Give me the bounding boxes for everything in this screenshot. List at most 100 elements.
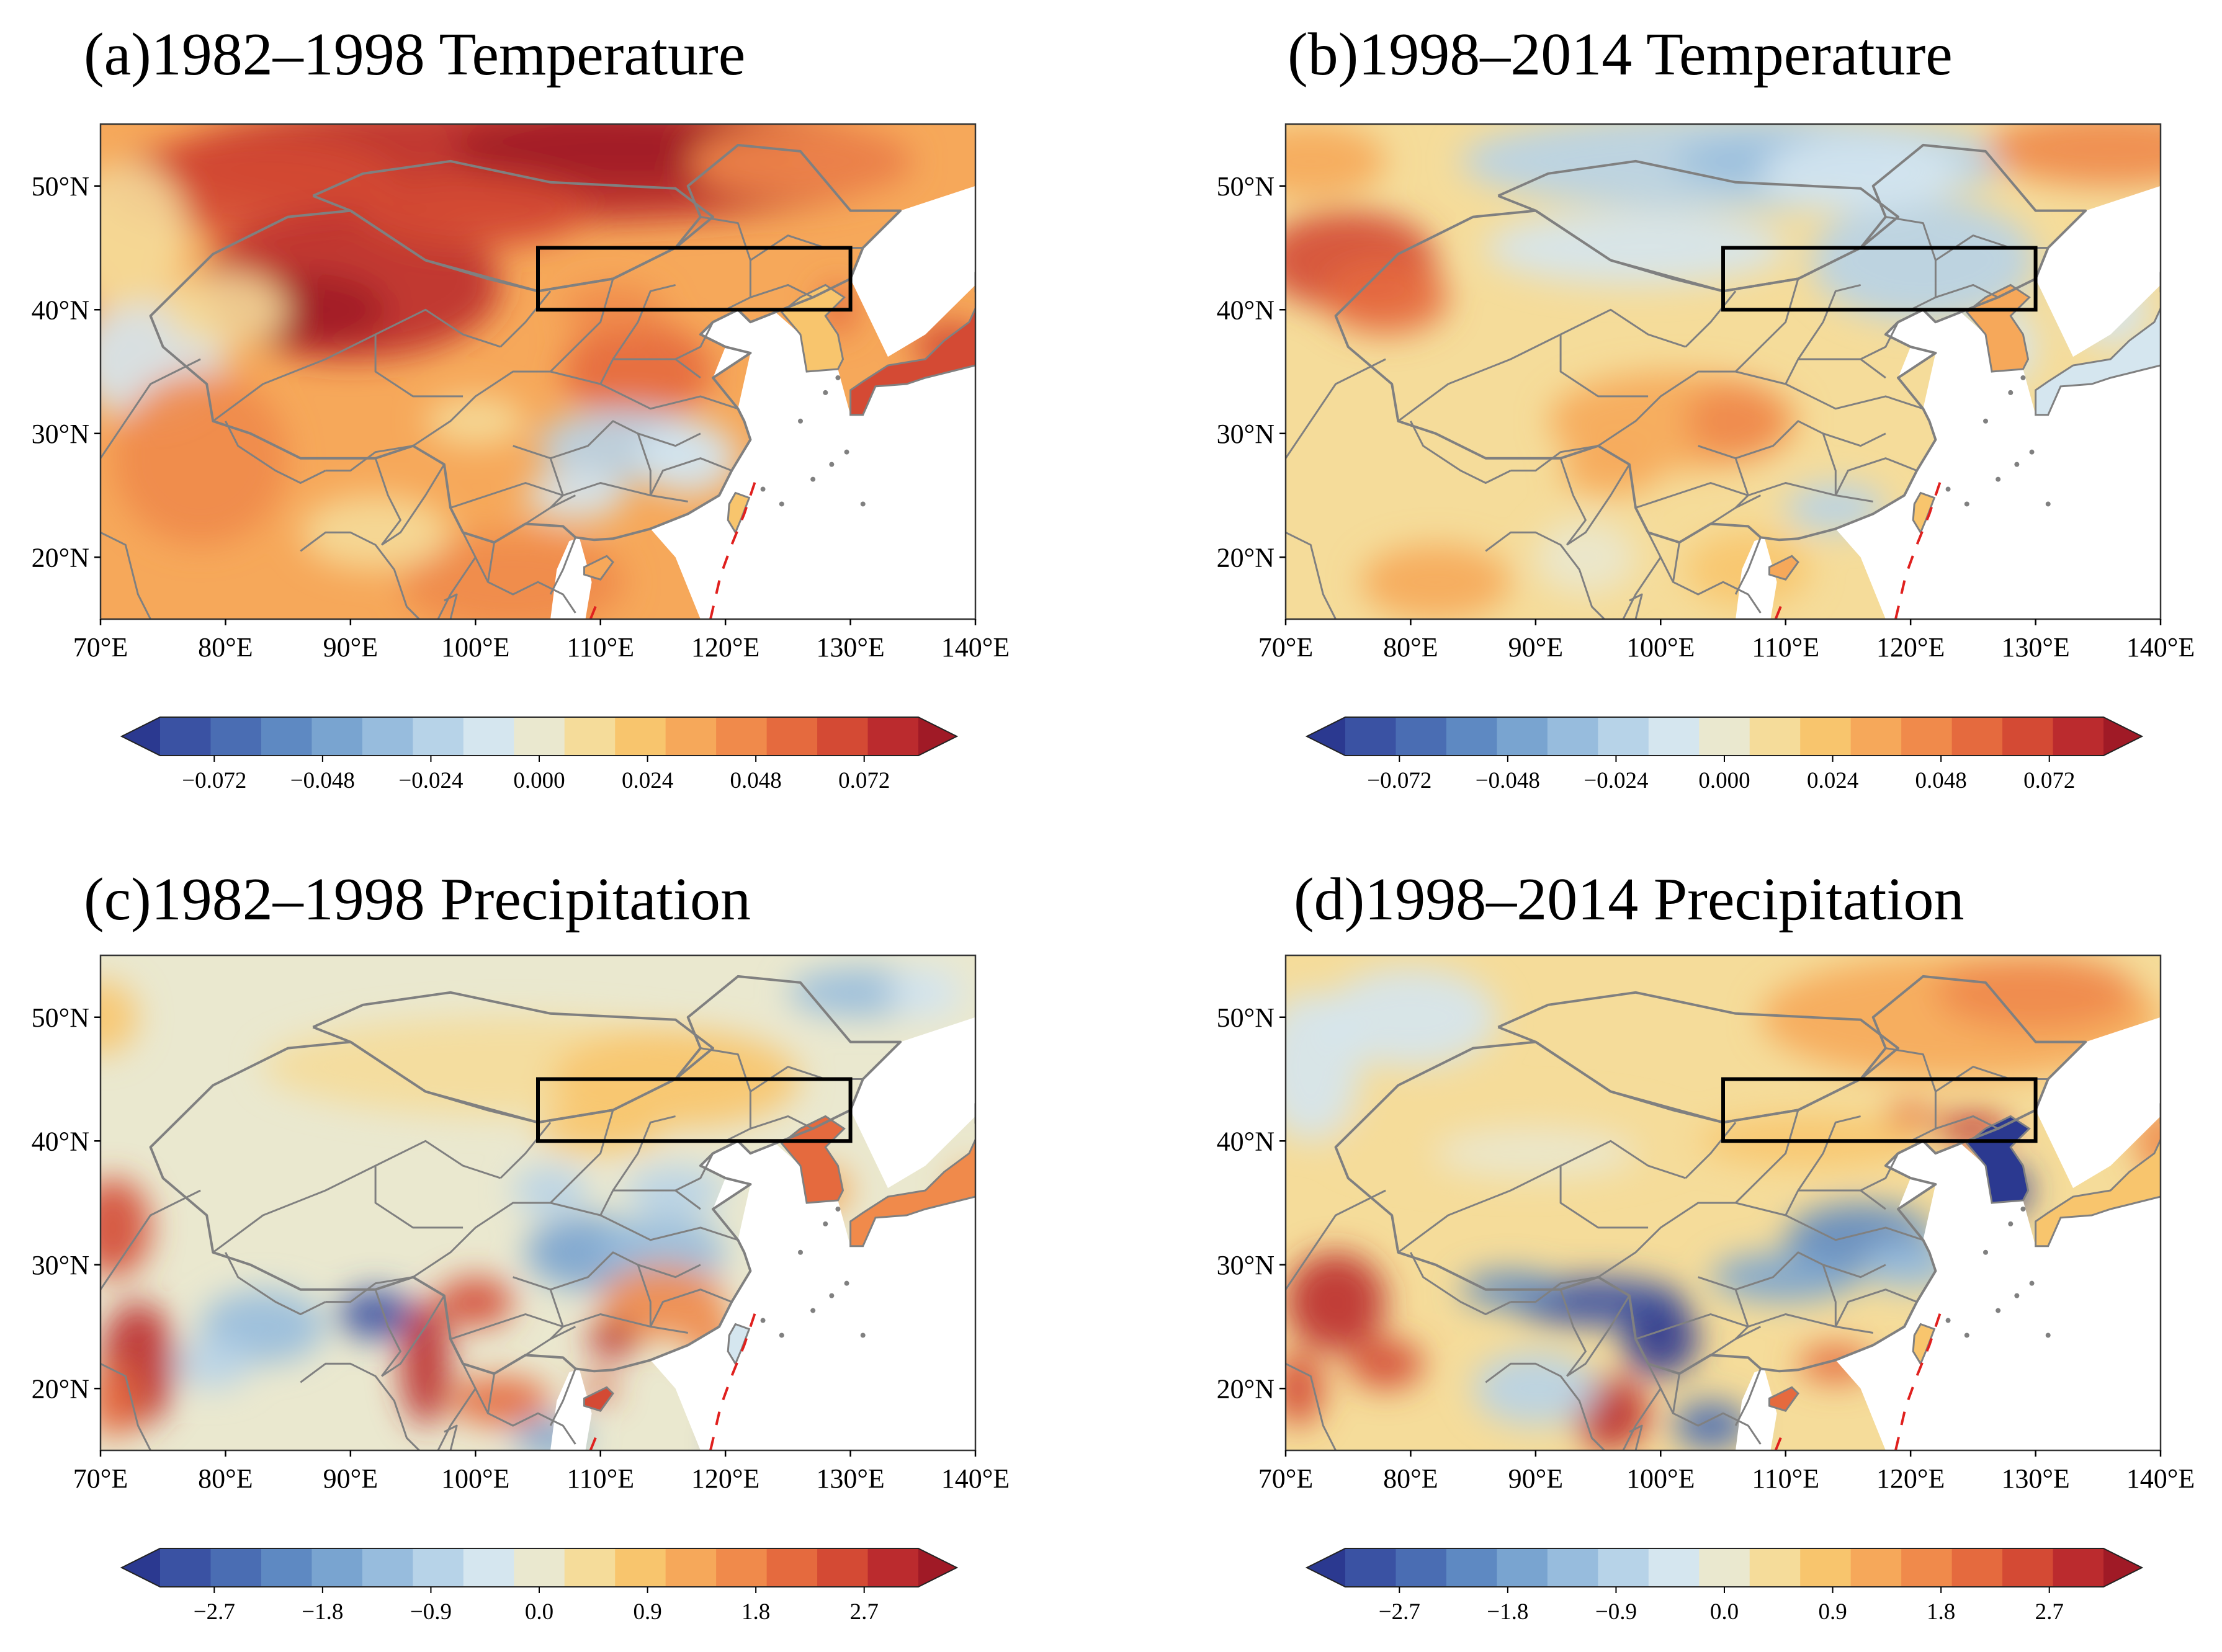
colorbar-extend-low (122, 717, 160, 756)
region-box (1721, 246, 2038, 312)
lon-tick-label: 110°E (567, 632, 634, 663)
field-layer (101, 124, 975, 619)
colorbar-segment (867, 1548, 919, 1587)
panel-a-colorbar: −0.072 −0.048 −0.024 0.000 0.024 0.048 0.072 (120, 717, 959, 793)
anomaly-patch (1286, 1351, 1324, 1426)
panel-a: (a)1982–1998 Temperature 70°E 80°E 90°E 100… (32, 21, 1010, 793)
province-border (474, 556, 489, 583)
border-lines (101, 975, 902, 1450)
lat-tick-label: 40°N (32, 1126, 89, 1156)
lat-tick-label: 30°N (1217, 1250, 1275, 1280)
coastline (101, 531, 151, 619)
colorbar-tick-label: 1.8 (741, 1599, 770, 1625)
colorbar-extend-high (2103, 717, 2142, 756)
province-border (1685, 290, 1737, 348)
colorbar-segment (160, 717, 212, 756)
province-border (1735, 278, 1799, 373)
colorbar-segment (615, 717, 666, 756)
province-border (1510, 1276, 1598, 1303)
colorbar-tick-label: −2.7 (1379, 1599, 1420, 1625)
small-island (779, 1333, 784, 1338)
colorbar-outline (1305, 1548, 2144, 1587)
dashed-segment (1774, 1431, 1785, 1450)
province-border (486, 1373, 576, 1445)
province-border (1559, 1166, 1649, 1229)
small-island (844, 1280, 849, 1286)
colorbar-tick-label: 0.072 (2023, 768, 2075, 793)
colorbar-segment (1446, 1548, 1497, 1587)
colorbar-tick-label: −0.072 (1367, 768, 1431, 793)
anomaly-patch (450, 1376, 551, 1426)
coastline (300, 531, 420, 619)
japan-land (974, 271, 975, 293)
anomaly-patch (513, 1166, 588, 1215)
province-border (212, 1140, 501, 1254)
colorbar-segment (1951, 717, 2003, 756)
colorbar-segment (1497, 1548, 1548, 1587)
lat-tick-label: 30°N (32, 419, 89, 449)
colorbar-segment (261, 1548, 312, 1587)
colorbar-segment (2053, 717, 2104, 756)
province-border (374, 1166, 464, 1229)
province-border (1410, 1252, 1512, 1315)
lon-tick-label: 140°E (2126, 1463, 2195, 1494)
small-island (829, 462, 835, 467)
anomaly-patch (437, 1277, 513, 1327)
lon-tick-label: 120°E (1876, 1463, 1945, 1494)
colorbar-tick-label: 0.000 (513, 768, 565, 793)
colorbar-segment (1901, 1548, 1953, 1587)
lon-tick-label: 140°E (2126, 632, 2195, 663)
colorbar-segment (716, 1548, 768, 1587)
small-island (1945, 486, 1951, 492)
colorbar-segment (1497, 717, 1548, 756)
panel-a-title: (a)1982–1998 Temperature (84, 21, 745, 88)
dashed-boundary (1774, 476, 1943, 619)
colorbar-segment (1345, 1548, 1397, 1587)
province-border (549, 458, 564, 509)
china-border (1334, 143, 2087, 544)
colorbar-segment (716, 717, 768, 756)
province-border (500, 290, 552, 348)
anomaly-patch (1673, 1401, 1749, 1450)
small-island (860, 1333, 866, 1338)
small-island (844, 449, 849, 455)
colorbar-tick-label: 0.072 (838, 768, 890, 793)
colorbar-tick-label: 0.048 (1915, 768, 1967, 793)
colorbar-tick-label: 0.048 (730, 768, 782, 793)
dashed-segment (589, 1431, 599, 1450)
anomaly-patch (1623, 1302, 1698, 1377)
anomaly-patch (101, 1178, 151, 1277)
dashed-boundary (589, 476, 758, 619)
hainan-island (583, 1386, 614, 1412)
coastline (1286, 1362, 1337, 1450)
anomaly-patch (101, 980, 138, 1055)
colorbar-segment (615, 1548, 666, 1587)
colorbar-segment (1850, 717, 1902, 756)
province-border (437, 1363, 477, 1450)
province-border (1910, 284, 1999, 311)
lon-tick-label: 110°E (1752, 1463, 1819, 1494)
province-border (1910, 1115, 1999, 1142)
lat-tick-label: 20°N (1217, 1373, 1275, 1404)
small-island (2014, 462, 2020, 467)
province-border (1566, 463, 1631, 546)
province-border (1559, 334, 1649, 398)
dashed-segment (1894, 476, 1943, 619)
lon-tick-label: 70°E (73, 1463, 128, 1494)
anomaly-patch (1710, 1252, 1861, 1302)
anomaly-patch (1986, 124, 2161, 186)
anomaly-field (101, 967, 975, 1450)
japan-land (849, 306, 975, 416)
province-border (612, 1189, 701, 1210)
anomaly-patch (425, 396, 526, 446)
colorbar-outline (120, 1548, 959, 1587)
hainan-island (1768, 555, 1799, 581)
province-border (1734, 1368, 1762, 1426)
colorbar-segment (766, 717, 818, 756)
colorbar-segment (1547, 1548, 1598, 1587)
province-border (1685, 1122, 1737, 1179)
korea-land (780, 284, 846, 373)
province-border (1566, 1295, 1631, 1377)
province-border (1834, 1288, 1917, 1328)
province-border (1822, 1264, 1837, 1327)
